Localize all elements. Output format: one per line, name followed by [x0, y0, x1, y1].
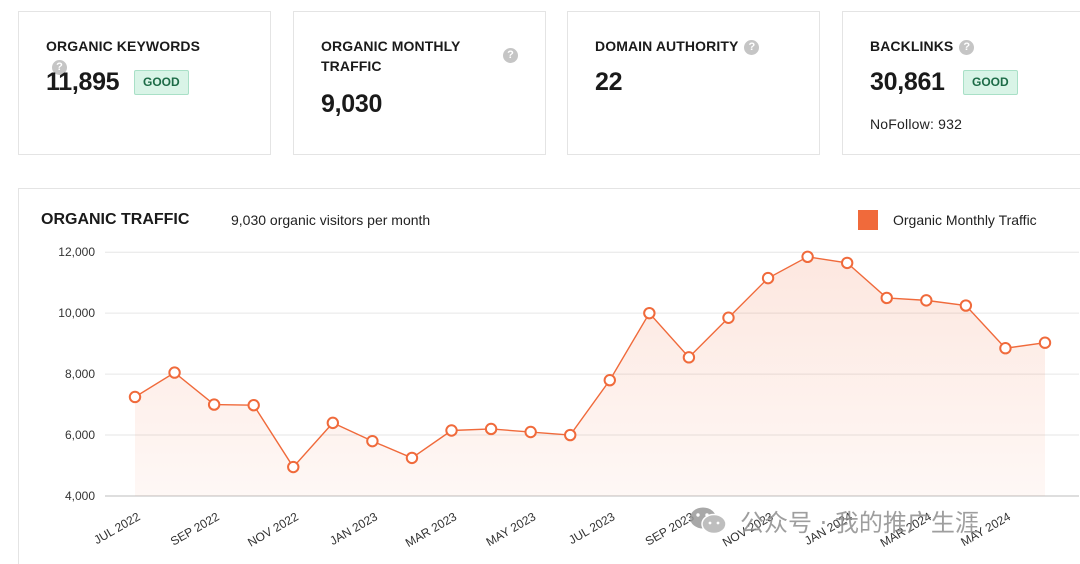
data-point — [643, 306, 656, 320]
y-tick-label: 10,000 — [58, 306, 95, 320]
data-point — [287, 460, 300, 474]
data-point — [682, 351, 696, 364]
backlinks-label: BACKLINKS? — [870, 36, 975, 56]
legend-swatch — [858, 210, 878, 230]
organic-traffic-chart-card: ORGANIC TRAFFIC 9,030 organic visitors p… — [18, 188, 1080, 564]
data-point — [880, 291, 893, 305]
x-tick-label: JUL 2022 — [91, 509, 142, 547]
backlinks-badge: GOOD — [963, 70, 1018, 95]
organic-keywords-card: ORGANIC KEYWORDS? 11,895 GOOD — [18, 11, 271, 155]
data-point — [959, 299, 973, 312]
domain-authority-value: 22 — [595, 68, 623, 96]
organic-traffic-label: ORGANIC MONTHLY TRAFFIC — [321, 38, 461, 74]
data-point — [564, 428, 577, 442]
y-tick-label: 8,000 — [65, 367, 95, 381]
watermark-text: 公众号 · 我的推广生涯 — [740, 509, 979, 537]
x-tick-label: SEP 2022 — [168, 509, 222, 548]
organic-keywords-value: 11,895 — [46, 68, 120, 96]
domain-authority-card: DOMAIN AUTHORITY? 22 — [567, 11, 820, 155]
wechat-icon — [690, 507, 727, 534]
y-tick-label: 12,000 — [58, 245, 95, 259]
help-icon[interactable]: ? — [744, 40, 760, 55]
data-point — [405, 451, 419, 465]
data-point — [326, 416, 340, 430]
help-icon[interactable]: ? — [52, 60, 67, 75]
data-point — [1038, 336, 1052, 349]
chart-legend[interactable]: Organic Monthly Traffic — [858, 210, 1037, 230]
series-area — [135, 256, 1045, 496]
data-point — [207, 398, 221, 411]
data-point — [999, 342, 1012, 355]
data-point — [484, 422, 498, 436]
x-tick-label: MAR 2023 — [403, 509, 459, 550]
chart-subtitle: 9,030 organic visitors per month — [231, 212, 431, 228]
organic-traffic-card: ORGANIC MONTHLY TRAFFIC ? 9,030 — [293, 11, 546, 155]
data-point — [128, 390, 142, 404]
data-point — [761, 271, 775, 285]
series-line — [134, 256, 1046, 469]
help-icon[interactable]: ? — [503, 48, 518, 63]
data-point — [247, 398, 260, 412]
organic-traffic-value: 9,030 — [321, 90, 383, 118]
data-point — [722, 311, 735, 324]
y-tick-label: 6,000 — [65, 428, 95, 442]
backlinks-value: 30,861 — [870, 68, 945, 96]
domain-authority-label: DOMAIN AUTHORITY? — [595, 36, 760, 56]
x-tick-label: MAY 2023 — [484, 509, 539, 549]
help-icon[interactable]: ? — [959, 40, 975, 55]
data-point — [603, 374, 616, 387]
data-point — [445, 424, 458, 437]
nofollow-count: NoFollow: 932 — [870, 116, 963, 132]
watermark: 公众号 · 我的推广生涯 — [688, 503, 979, 538]
y-tick-label: 4,000 — [65, 489, 95, 503]
organic-keywords-label: ORGANIC KEYWORDS? — [46, 38, 201, 75]
data-point — [801, 250, 814, 264]
data-point — [524, 425, 537, 439]
data-point — [366, 434, 379, 448]
x-tick-label: NOV 2022 — [245, 509, 301, 549]
backlinks-card: BACKLINKS? 30,861 GOOD NoFollow: 932 — [842, 11, 1080, 155]
x-tick-label: JAN 2023 — [327, 509, 380, 548]
traffic-line-chart: 4,000 6,000 8,000 10,000 12,000 JUL 2022 SEP 2… — [58, 245, 1079, 550]
legend-label: Organic Monthly Traffic — [893, 212, 1037, 228]
organic-keywords-badge: GOOD — [134, 70, 189, 95]
data-point — [168, 366, 181, 379]
data-point — [920, 294, 933, 307]
chart-title: ORGANIC TRAFFIC — [41, 211, 190, 228]
data-point — [840, 256, 854, 270]
x-tick-label: JUL 2023 — [566, 509, 617, 547]
